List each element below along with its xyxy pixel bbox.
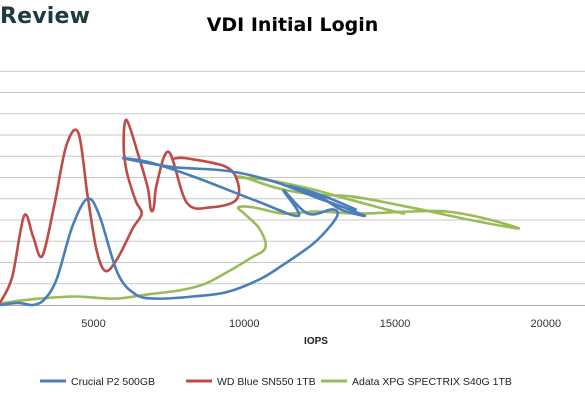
gridlines [0, 70, 585, 306]
x-tick-label: 5000 [81, 318, 105, 330]
x-tick-labels: 5000 10000 15000 20000 [81, 318, 561, 330]
series-lines [0, 118, 521, 307]
chart-title: VDI Initial Login [206, 14, 379, 36]
x-axis-label: IOPS [304, 336, 328, 347]
series-line-1 [0, 156, 367, 307]
x-tick-label: 20000 [531, 318, 562, 330]
x-tick-label: 10000 [229, 318, 260, 330]
legend-label-2: WD Blue SN550 1TB [217, 376, 316, 388]
brand-logo-text: Review [0, 4, 91, 29]
x-tick-label: 15000 [380, 318, 411, 330]
legend-label-1: Crucial P2 500GB [71, 376, 155, 388]
legend: Crucial P2 500GB WD Blue SN550 1TB Adata X… [40, 376, 512, 388]
series-line-2 [0, 118, 241, 305]
legend-label-3: Adata XPG SPECTRIX S40G 1TB [352, 376, 512, 388]
